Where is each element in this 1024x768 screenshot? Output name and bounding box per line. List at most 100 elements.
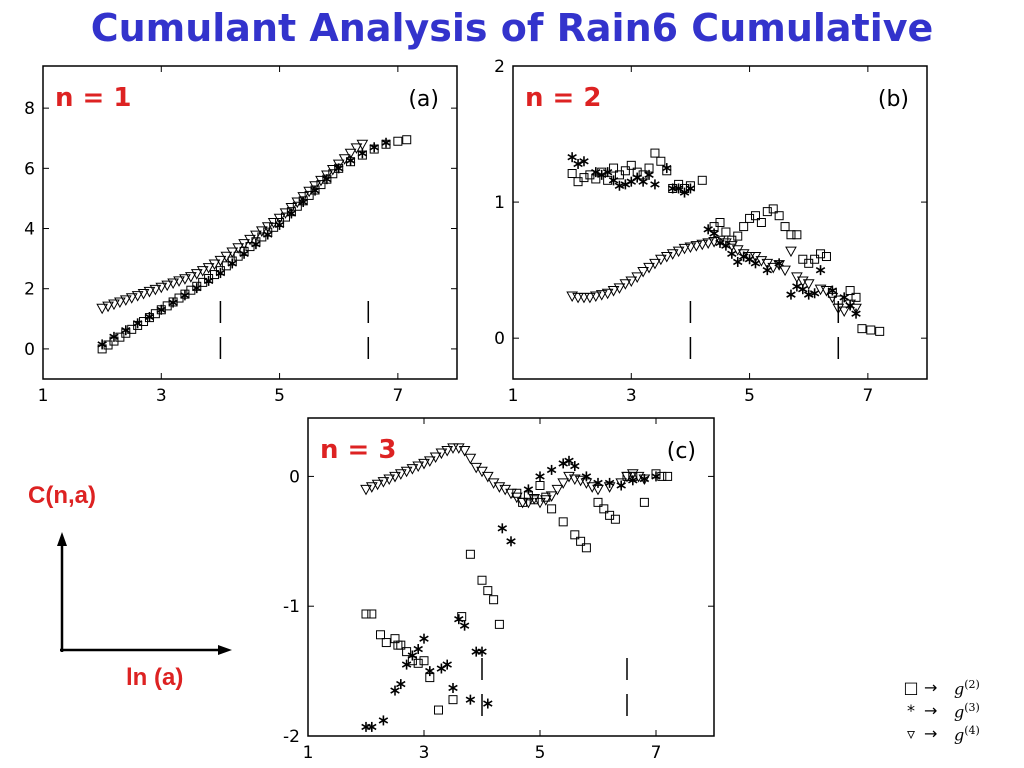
star-point: [454, 614, 464, 625]
triangle-point: [303, 186, 315, 198]
triangle-point: [638, 474, 651, 486]
triangle-point: [572, 292, 584, 304]
plot-frame: [42, 65, 458, 380]
triangle-point: [785, 246, 797, 258]
square-point: [620, 166, 630, 176]
triangle-point: [464, 453, 477, 465]
triangle-point: [220, 251, 233, 263]
square-point: [780, 222, 790, 232]
star-point: [459, 620, 470, 631]
square-point: [768, 204, 778, 214]
star-point: [381, 137, 391, 148]
triangle-point: [226, 247, 239, 259]
triangle-point: [179, 274, 191, 285]
square-point: [866, 325, 876, 335]
square-point: [570, 530, 580, 540]
star-point: [97, 339, 107, 350]
triangle-point: [493, 482, 506, 493]
star-point: [614, 180, 625, 191]
square-point: [304, 190, 314, 200]
triangle-point: [714, 235, 726, 247]
square-point: [396, 640, 406, 650]
star-point: [345, 155, 356, 166]
triangle-point: [578, 292, 590, 304]
square-point: [750, 211, 760, 221]
star-point: [369, 142, 379, 153]
square-point: [483, 586, 493, 596]
triangle-point: [435, 448, 448, 460]
triangle-point: [161, 280, 174, 292]
triangle-point: [545, 491, 558, 502]
star-point: [721, 240, 731, 251]
star-point: [632, 172, 642, 183]
panel-n-label: n = 1: [55, 83, 132, 113]
plot-frame: [307, 417, 715, 737]
legend-label: g(2): [954, 678, 980, 699]
triangle-point: [672, 246, 685, 258]
square-point: [558, 517, 568, 527]
triangle-point: [595, 290, 608, 301]
star-point: [564, 455, 574, 466]
triangle-point: [102, 301, 114, 313]
triangle-point: [534, 497, 546, 509]
triangle-point: [574, 475, 587, 487]
square-point: [316, 180, 326, 190]
triangle-point: [255, 226, 268, 237]
star-point: [709, 228, 719, 239]
square-point: [774, 211, 784, 221]
triangle-point: [516, 497, 529, 509]
triangle-point: [632, 471, 645, 483]
triangle-point: [666, 249, 679, 260]
triangle-point: [737, 249, 750, 260]
x-tick-label: 3: [156, 386, 167, 406]
triangle-point: [522, 497, 535, 509]
star-point: [733, 256, 743, 267]
square-point: [875, 326, 885, 336]
triangle-point: [767, 262, 780, 274]
square-point: [593, 497, 603, 507]
square-point: [567, 169, 577, 179]
triangle-point: [149, 284, 162, 296]
square-point: [489, 595, 499, 605]
triangle-point: [167, 278, 179, 290]
triangle-point: [137, 289, 150, 300]
star-point: [367, 721, 377, 732]
triangle-point: [360, 484, 372, 496]
square-point: [845, 286, 855, 296]
star-point: [628, 475, 638, 486]
square-point: [393, 136, 403, 146]
square-point: [721, 227, 731, 237]
star-point: [803, 289, 814, 300]
x-tick-label: 1: [303, 743, 314, 763]
triangle-point: [832, 303, 845, 315]
triangle-point: [655, 254, 667, 266]
star-point: [180, 290, 190, 301]
y-tick-label: 8: [24, 99, 35, 119]
triangle-point: [802, 279, 815, 290]
star-point: [827, 285, 838, 296]
star-point: [762, 265, 773, 276]
star-point: [650, 179, 660, 190]
x-tick-label: 5: [744, 386, 755, 406]
square-point: [381, 638, 391, 648]
arrow-icon: →: [924, 724, 938, 743]
triangle-point: [505, 488, 517, 500]
triangle-point: [551, 484, 564, 496]
square-point: [851, 292, 861, 302]
y-tick-label: 0: [289, 467, 300, 487]
triangle-point: [441, 445, 454, 457]
triangle-point: [826, 292, 839, 304]
triangle-point: [499, 484, 512, 496]
x-tick-label: 5: [535, 743, 546, 763]
panel-letter-label: (b): [878, 87, 909, 112]
triangle-point: [418, 458, 430, 470]
triangle-point: [365, 482, 378, 493]
triangle-point: [338, 154, 351, 165]
square-point: [402, 647, 412, 657]
triangle-point: [429, 452, 442, 463]
star-point: [477, 646, 487, 657]
legend-item-g3: * → g(3): [890, 701, 1020, 724]
star-point: [132, 318, 143, 329]
triangle-point: [125, 293, 138, 304]
triangle-point: [394, 469, 407, 480]
